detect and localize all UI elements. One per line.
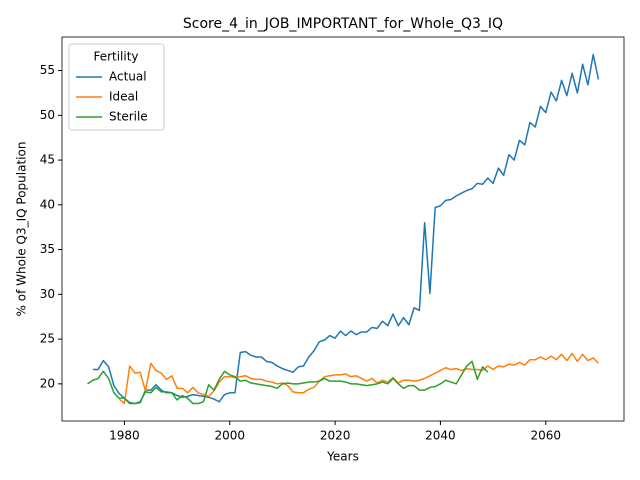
x-tick-label: 2020 xyxy=(320,429,351,443)
x-axis-label: Years xyxy=(326,450,359,464)
x-tick-label: 2060 xyxy=(531,429,562,443)
y-tick-label: 35 xyxy=(40,242,55,256)
y-axis-label: % of Whole Q3_IQ Population xyxy=(15,142,29,317)
data-line xyxy=(87,360,489,405)
legend-label: Sterile xyxy=(109,110,148,124)
data-line xyxy=(92,53,600,405)
legend-title: Fertility xyxy=(93,50,138,64)
chart-title: Score_4_in_JOB_IMPORTANT_for_Whole_Q3_IQ xyxy=(183,16,503,32)
legend-label: Actual xyxy=(109,70,147,84)
x-tick-label: 2000 xyxy=(214,429,245,443)
y-tick-label: 55 xyxy=(40,63,55,77)
y-tick-label: 30 xyxy=(40,287,55,301)
y-tick-label: 20 xyxy=(40,376,55,390)
plot-frame xyxy=(61,36,625,422)
legend-label: Ideal xyxy=(109,90,138,104)
y-tick-label: 50 xyxy=(40,108,55,122)
y-tick-label: 40 xyxy=(40,197,55,211)
x-tick-label: 2040 xyxy=(425,429,456,443)
y-tick-label: 25 xyxy=(40,332,55,346)
x-tick-label: 1980 xyxy=(109,429,140,443)
y-tick-label: 45 xyxy=(40,153,55,167)
legend-box xyxy=(68,43,165,131)
data-line xyxy=(118,352,599,405)
